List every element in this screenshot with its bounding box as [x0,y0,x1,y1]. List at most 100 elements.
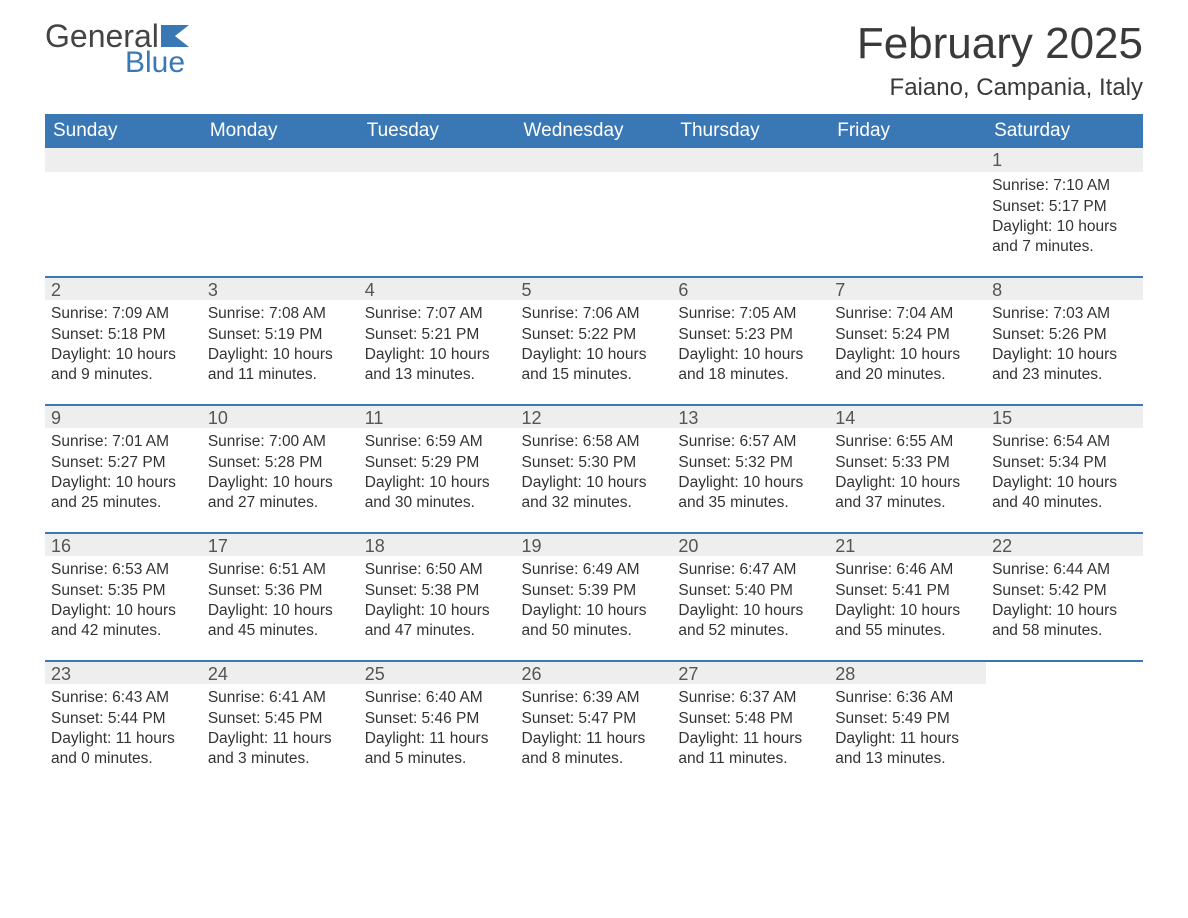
sunset-text: Sunset: 5:40 PM [678,581,823,601]
day-detail: Sunrise: 6:47 AMSunset: 5:40 PMDaylight:… [672,556,829,649]
day-number: 2 [45,276,202,300]
day-detail: Sunrise: 6:39 AMSunset: 5:47 PMDaylight:… [516,684,673,777]
sunrise-text: Sunrise: 6:37 AM [678,688,823,708]
day-number: 8 [986,276,1143,300]
daylight-text: Daylight: 11 hours and 5 minutes. [365,729,510,769]
daylight-text: Daylight: 11 hours and 11 minutes. [678,729,823,769]
daylight-text: Daylight: 10 hours and 35 minutes. [678,473,823,513]
day-detail: Sunrise: 6:46 AMSunset: 5:41 PMDaylight:… [829,556,986,649]
day-detail: Sunrise: 6:40 AMSunset: 5:46 PMDaylight:… [359,684,516,777]
calendar-header-saturday: Saturday [986,114,1143,148]
sunset-text: Sunset: 5:29 PM [365,453,510,473]
calendar-table: SundayMondayTuesdayWednesdayThursdayFrid… [45,114,1143,788]
day-number: 5 [516,276,673,300]
calendar-cell [829,148,986,276]
sunset-text: Sunset: 5:23 PM [678,325,823,345]
sunset-text: Sunset: 5:32 PM [678,453,823,473]
calendar-header-monday: Monday [202,114,359,148]
calendar-cell: 12Sunrise: 6:58 AMSunset: 5:30 PMDayligh… [516,404,673,532]
empty-daynum [829,148,986,172]
daylight-text: Daylight: 10 hours and 15 minutes. [522,345,667,385]
sunset-text: Sunset: 5:47 PM [522,709,667,729]
calendar-cell: 27Sunrise: 6:37 AMSunset: 5:48 PMDayligh… [672,660,829,788]
daylight-text: Daylight: 10 hours and 25 minutes. [51,473,196,513]
calendar-cell: 14Sunrise: 6:55 AMSunset: 5:33 PMDayligh… [829,404,986,532]
day-number: 22 [986,532,1143,556]
calendar-cell: 21Sunrise: 6:46 AMSunset: 5:41 PMDayligh… [829,532,986,660]
day-detail: Sunrise: 6:37 AMSunset: 5:48 PMDaylight:… [672,684,829,777]
empty-daynum [359,148,516,172]
sunrise-text: Sunrise: 7:05 AM [678,304,823,324]
calendar-cell [672,148,829,276]
daylight-text: Daylight: 10 hours and 45 minutes. [208,601,353,641]
sunrise-text: Sunrise: 7:08 AM [208,304,353,324]
calendar-week-row: 16Sunrise: 6:53 AMSunset: 5:35 PMDayligh… [45,532,1143,660]
sunset-text: Sunset: 5:27 PM [51,453,196,473]
day-number: 21 [829,532,986,556]
calendar-cell: 23Sunrise: 6:43 AMSunset: 5:44 PMDayligh… [45,660,202,788]
daylight-text: Daylight: 10 hours and 32 minutes. [522,473,667,513]
daylight-text: Daylight: 11 hours and 8 minutes. [522,729,667,769]
day-detail: Sunrise: 7:08 AMSunset: 5:19 PMDaylight:… [202,300,359,393]
calendar-week-row: 23Sunrise: 6:43 AMSunset: 5:44 PMDayligh… [45,660,1143,788]
sunset-text: Sunset: 5:46 PM [365,709,510,729]
day-detail: Sunrise: 6:41 AMSunset: 5:45 PMDaylight:… [202,684,359,777]
calendar-cell: 4Sunrise: 7:07 AMSunset: 5:21 PMDaylight… [359,276,516,404]
sunset-text: Sunset: 5:42 PM [992,581,1137,601]
daylight-text: Daylight: 11 hours and 13 minutes. [835,729,980,769]
sunset-text: Sunset: 5:41 PM [835,581,980,601]
empty-daynum [202,148,359,172]
day-number: 14 [829,404,986,428]
calendar-cell [986,660,1143,788]
sunrise-text: Sunrise: 6:49 AM [522,560,667,580]
sunset-text: Sunset: 5:44 PM [51,709,196,729]
logo: General Blue [45,20,195,78]
day-detail: Sunrise: 6:51 AMSunset: 5:36 PMDaylight:… [202,556,359,649]
sunrise-text: Sunrise: 7:01 AM [51,432,196,452]
sunset-text: Sunset: 5:30 PM [522,453,667,473]
day-detail: Sunrise: 7:03 AMSunset: 5:26 PMDaylight:… [986,300,1143,393]
calendar-header-thursday: Thursday [672,114,829,148]
calendar-cell: 8Sunrise: 7:03 AMSunset: 5:26 PMDaylight… [986,276,1143,404]
day-detail: Sunrise: 7:09 AMSunset: 5:18 PMDaylight:… [45,300,202,393]
sunrise-text: Sunrise: 6:59 AM [365,432,510,452]
daylight-text: Daylight: 10 hours and 18 minutes. [678,345,823,385]
calendar-header-friday: Friday [829,114,986,148]
calendar-cell: 6 Sunrise: 7:05 AMSunset: 5:23 PMDaylight… [672,276,829,404]
calendar-header-sunday: Sunday [45,114,202,148]
day-detail: Sunrise: 6:54 AMSunset: 5:34 PMDaylight:… [986,428,1143,521]
daylight-text: Daylight: 10 hours and 20 minutes. [835,345,980,385]
sunset-text: Sunset: 5:36 PM [208,581,353,601]
daylight-text: Daylight: 10 hours and 13 minutes. [365,345,510,385]
sunrise-text: Sunrise: 6:36 AM [835,688,980,708]
sunset-text: Sunset: 5:48 PM [678,709,823,729]
day-number: 18 [359,532,516,556]
day-number: 19 [516,532,673,556]
day-number: 20 [672,532,829,556]
daylight-text: Daylight: 10 hours and 23 minutes. [992,345,1137,385]
sunset-text: Sunset: 5:28 PM [208,453,353,473]
sunrise-text: Sunrise: 7:06 AM [522,304,667,324]
calendar-cell [359,148,516,276]
daylight-text: Daylight: 11 hours and 3 minutes. [208,729,353,769]
calendar-header-wednesday: Wednesday [516,114,673,148]
calendar-cell: 10Sunrise: 7:00 AMSunset: 5:28 PMDayligh… [202,404,359,532]
day-detail: Sunrise: 6:59 AMSunset: 5:29 PMDaylight:… [359,428,516,521]
calendar-cell: 17Sunrise: 6:51 AMSunset: 5:36 PMDayligh… [202,532,359,660]
empty-daynum [672,148,829,172]
calendar-cell: 15Sunrise: 6:54 AMSunset: 5:34 PMDayligh… [986,404,1143,532]
day-number: 6 [672,276,829,300]
daylight-text: Daylight: 10 hours and 30 minutes. [365,473,510,513]
day-detail: Sunrise: 6:49 AMSunset: 5:39 PMDaylight:… [516,556,673,649]
sunset-text: Sunset: 5:49 PM [835,709,980,729]
sunrise-text: Sunrise: 6:57 AM [678,432,823,452]
day-detail: Sunrise: 7:07 AMSunset: 5:21 PMDaylight:… [359,300,516,393]
daylight-text: Daylight: 10 hours and 55 minutes. [835,601,980,641]
location-label: Faiano, Campania, Italy [857,74,1143,102]
day-detail: Sunrise: 6:55 AMSunset: 5:33 PMDaylight:… [829,428,986,521]
day-number: 15 [986,404,1143,428]
sunset-text: Sunset: 5:22 PM [522,325,667,345]
title-block: February 2025 Faiano, Campania, Italy [857,20,1143,102]
day-detail: Sunrise: 6:58 AMSunset: 5:30 PMDaylight:… [516,428,673,521]
calendar-cell: 26Sunrise: 6:39 AMSunset: 5:47 PMDayligh… [516,660,673,788]
